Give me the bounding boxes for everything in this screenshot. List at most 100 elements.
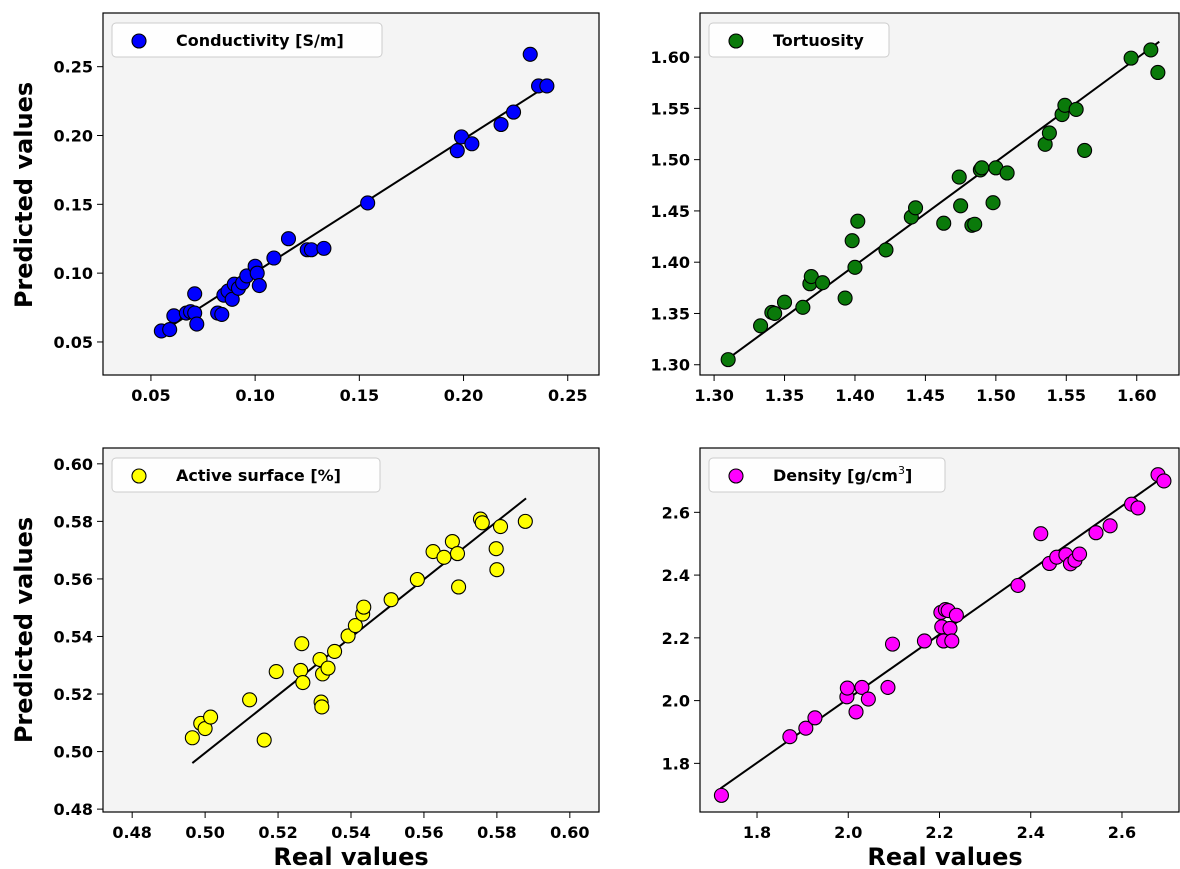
plot-area (700, 13, 1179, 375)
data-point (249, 265, 265, 281)
x-tick-label: 1.55 (1047, 386, 1086, 405)
data-point (942, 620, 958, 636)
data-point (347, 617, 363, 634)
data-point (489, 562, 505, 578)
data-point (453, 129, 470, 145)
data-point (166, 308, 182, 324)
panel-conductivity: 0.05 0.10 0.15 0.20 0.25 0.05 0.10 0.15 0.20 0.25… (54, 12, 600, 405)
data-point (953, 198, 969, 214)
x-tick-label: 0.60 (550, 823, 589, 842)
data-point (1150, 64, 1166, 81)
data-point (860, 691, 876, 707)
data-point (1072, 546, 1088, 562)
data-layer (720, 40, 1166, 368)
legend-marker (728, 468, 744, 484)
y-tick-label: 0.20 (54, 127, 93, 146)
data-layer (184, 497, 533, 764)
data-point (795, 299, 811, 315)
data-point (880, 679, 896, 695)
x-tick-label: 2.4 (1017, 823, 1045, 842)
y-tick-label: 1.60 (651, 48, 690, 67)
data-point (162, 322, 178, 338)
data-point (999, 165, 1015, 181)
x-tick-label: 0.58 (477, 823, 516, 842)
legend-density: Density [g/cm3] (708, 457, 946, 493)
x-tick-label: 0.05 (131, 386, 170, 405)
y-tick-label: 2.6 (662, 503, 690, 522)
axes-frame (699, 12, 1180, 376)
data-point (451, 579, 467, 595)
x-tick-label: 2.2 (925, 823, 953, 842)
x-tick-label: 0.10 (235, 386, 274, 405)
y-tick-label: 0.05 (54, 333, 93, 352)
data-point (522, 46, 538, 62)
panel-density: 1.8 2.0 2.2 2.4 2.6 1.8 2.0 2.2 2.4 2.6 Density [g… (662, 447, 1180, 842)
data-point (1156, 473, 1172, 489)
ylabel-top: Predicted values (10, 82, 38, 308)
data-point (1041, 125, 1057, 141)
data-point (316, 240, 332, 256)
axes-frame (102, 12, 600, 376)
legend-box (111, 457, 381, 493)
data-point (436, 549, 452, 565)
y-tick-label: 0.60 (54, 455, 93, 474)
data-point (474, 515, 490, 531)
data-point (847, 259, 863, 275)
legend-label: Density [g/cm3] (773, 464, 912, 485)
data-point (782, 729, 798, 745)
panel-tortuosity: 1.30 1.35 1.40 1.45 1.50 1.55 1.60 1.30 1.35 1.40… (651, 12, 1180, 405)
data-point (383, 592, 399, 608)
data-point (1088, 525, 1104, 541)
legend-conductivity: Conductivity [S/m] (111, 22, 383, 58)
y-tick-label: 2.4 (662, 566, 690, 585)
y-tick-label: 0.10 (54, 264, 93, 283)
legend-marker (131, 468, 147, 484)
data-point (242, 692, 258, 708)
legend-label-main: Density [g/cm (773, 466, 898, 485)
data-point (295, 674, 311, 691)
legend-box (111, 22, 383, 58)
y-tick-label: 1.30 (651, 356, 690, 375)
legend-marker (728, 33, 744, 49)
data-point (878, 242, 894, 258)
data-point (1068, 101, 1084, 117)
x-tick-label: 0.48 (112, 823, 151, 842)
data-point (936, 215, 952, 231)
data-point (844, 233, 860, 249)
data-point (517, 513, 533, 529)
y-tick-label: 0.15 (54, 195, 93, 214)
legend-label-tail: ] (905, 466, 912, 485)
y-tick-label: 0.58 (54, 512, 93, 531)
data-point (948, 607, 964, 623)
data-point (294, 636, 310, 652)
data-point (807, 710, 823, 726)
data-point (184, 730, 200, 746)
x-tick-label: 0.20 (444, 386, 483, 405)
data-layer (713, 467, 1172, 803)
y-tick-label: 1.40 (651, 253, 690, 272)
data-point (884, 636, 901, 652)
data-point (356, 599, 372, 615)
x-tick-label: 0.56 (404, 823, 443, 842)
data-point (753, 318, 769, 334)
data-point (967, 216, 983, 232)
data-point (974, 160, 990, 176)
x-tick-label: 1.30 (694, 386, 733, 405)
data-point (854, 679, 870, 695)
x-tick-label: 1.35 (765, 386, 804, 405)
data-point (985, 195, 1001, 211)
legend-box (708, 457, 946, 493)
data-point (320, 660, 336, 676)
data-point (464, 136, 480, 152)
x-tick-label: 2.0 (834, 823, 862, 842)
data-point (340, 628, 356, 644)
data-point (837, 290, 853, 306)
x-tick-label: 1.8 (743, 823, 771, 842)
data-point (314, 699, 330, 715)
data-point (303, 242, 319, 258)
data-point (1010, 577, 1026, 593)
legend-marker (131, 33, 147, 49)
panel-active-surface: 0.48 0.50 0.52 0.54 0.56 0.58 0.60 0.48 0.50 0.52… (54, 447, 600, 842)
data-point (327, 643, 343, 659)
